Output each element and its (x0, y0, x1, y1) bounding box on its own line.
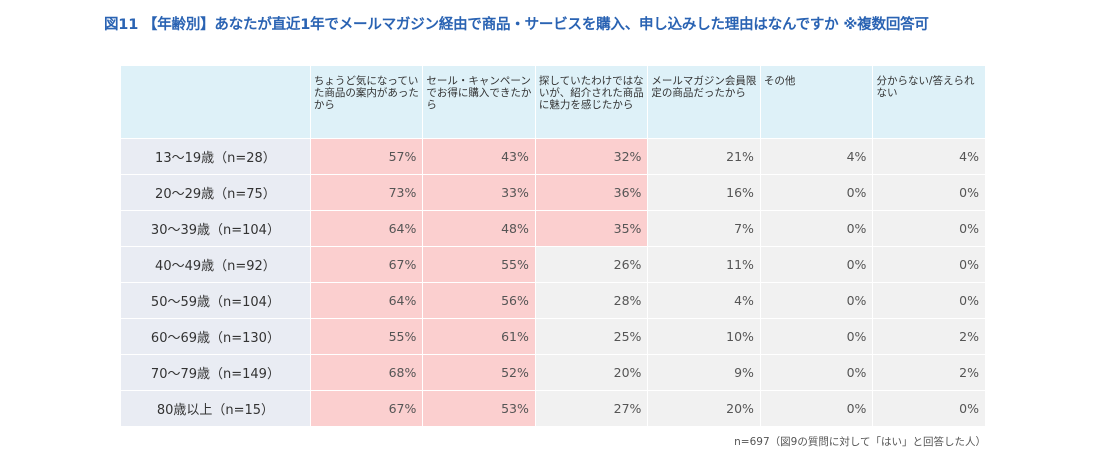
value-cell: 61% (422, 318, 536, 355)
value-cell: 57% (309, 138, 424, 175)
column-header: メールマガジン会員限定の商品だったから (647, 65, 761, 139)
row-label: 13〜19歳（n=28） (120, 138, 311, 175)
table-row: 20〜29歳（n=75） 73% 33% 36% 16% 0% 0% (120, 174, 986, 211)
value-cell: 67% (309, 246, 424, 283)
value-cell: 28% (534, 282, 649, 319)
row-label: 30〜39歳（n=104） (120, 210, 311, 247)
value-cell: 10% (647, 318, 761, 355)
chart-title: 図11 【年齢別】あなたが直近1年でメールマガジン経由で商品・サービスを購入、申… (104, 17, 929, 33)
value-cell: 0% (759, 246, 874, 283)
column-header: セール・キャンペーンでお得に購入できたから (422, 65, 536, 139)
value-cell: 64% (309, 282, 424, 319)
value-cell: 67% (309, 390, 424, 427)
value-cell: 56% (422, 282, 536, 319)
value-cell: 0% (759, 354, 874, 391)
value-cell: 25% (534, 318, 649, 355)
value-cell: 0% (759, 282, 874, 319)
value-cell: 53% (422, 390, 536, 427)
table-row: 30〜39歳（n=104） 64% 48% 35% 7% 0% 0% (120, 210, 986, 247)
column-header: ちょうど気になっていた商品の案内があったから (309, 65, 424, 139)
row-label: 60〜69歳（n=130） (120, 318, 311, 355)
column-header: その他 (759, 65, 874, 139)
value-cell: 43% (422, 138, 536, 175)
value-cell: 68% (309, 354, 424, 391)
value-cell: 20% (647, 390, 761, 427)
value-cell: 0% (872, 390, 986, 427)
value-cell: 0% (872, 174, 986, 211)
value-cell: 0% (759, 318, 874, 355)
table-row: 60〜69歳（n=130） 55% 61% 25% 10% 0% 2% (120, 318, 986, 355)
value-cell: 52% (422, 354, 536, 391)
value-cell: 35% (534, 210, 649, 247)
table-row: 80歳以上（n=15） 67% 53% 27% 20% 0% 0% (120, 390, 986, 427)
sample-note: n=697（図9の質問に対して「はい」と回答した人） (734, 436, 986, 448)
value-cell: 9% (647, 354, 761, 391)
table-row: 13〜19歳（n=28） 57% 43% 32% 21% 4% 4% (120, 138, 986, 175)
header-row: ちょうど気になっていた商品の案内があったから セール・キャンペーンでお得に購入で… (120, 65, 986, 139)
row-label: 20〜29歳（n=75） (120, 174, 311, 211)
value-cell: 32% (534, 138, 649, 175)
value-cell: 27% (534, 390, 649, 427)
value-cell: 4% (759, 138, 874, 175)
row-label: 80歳以上（n=15） (120, 390, 311, 427)
row-label: 70〜79歳（n=149） (120, 354, 311, 391)
column-header: 分からない/答えられない (872, 65, 986, 139)
table-row: 70〜79歳（n=149） 68% 52% 20% 9% 0% 2% (120, 354, 986, 391)
value-cell: 7% (647, 210, 761, 247)
value-cell: 0% (872, 246, 986, 283)
value-cell: 0% (872, 210, 986, 247)
value-cell: 55% (422, 246, 536, 283)
value-cell: 0% (759, 210, 874, 247)
value-cell: 33% (422, 174, 536, 211)
column-header: 探していたわけではないが、紹介された商品に魅力を感じたから (534, 65, 649, 139)
value-cell: 4% (872, 138, 986, 175)
value-cell: 4% (647, 282, 761, 319)
value-cell: 2% (872, 318, 986, 355)
value-cell: 55% (309, 318, 424, 355)
corner-cell (120, 65, 311, 139)
value-cell: 20% (534, 354, 649, 391)
value-cell: 36% (534, 174, 649, 211)
data-table: ちょうど気になっていた商品の案内があったから セール・キャンペーンでお得に購入で… (120, 65, 986, 427)
value-cell: 0% (759, 174, 874, 211)
table-row: 50〜59歳（n=104） 64% 56% 28% 4% 0% 0% (120, 282, 986, 319)
table-row: 40〜49歳（n=92） 67% 55% 26% 11% 0% 0% (120, 246, 986, 283)
value-cell: 73% (309, 174, 424, 211)
row-label: 50〜59歳（n=104） (120, 282, 311, 319)
row-label: 40〜49歳（n=92） (120, 246, 311, 283)
value-cell: 21% (647, 138, 761, 175)
value-cell: 0% (872, 282, 986, 319)
value-cell: 0% (759, 390, 874, 427)
value-cell: 11% (647, 246, 761, 283)
value-cell: 26% (534, 246, 649, 283)
table-body: 13〜19歳（n=28） 57% 43% 32% 21% 4% 4% 20〜29歳（n=75）… (120, 138, 986, 427)
value-cell: 16% (647, 174, 761, 211)
value-cell: 48% (422, 210, 536, 247)
value-cell: 64% (309, 210, 424, 247)
value-cell: 2% (872, 354, 986, 391)
